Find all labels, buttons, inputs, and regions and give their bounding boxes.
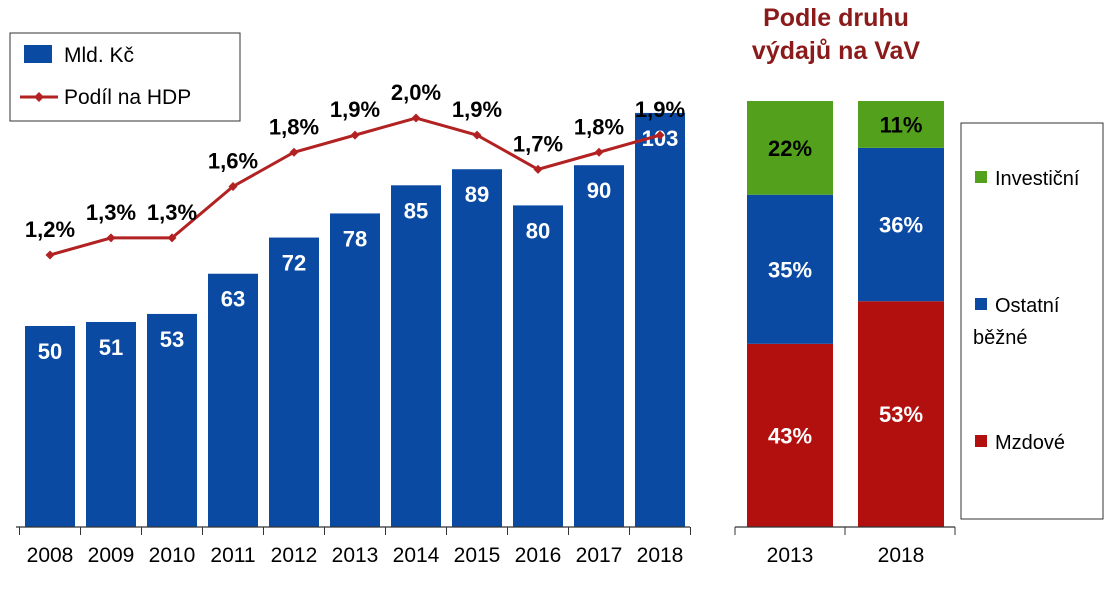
x-tick-label-2016: 2016 [515, 544, 562, 567]
bar-label-2010: 53 [160, 327, 184, 352]
share-point-2009 [106, 233, 116, 243]
share-point-2015 [472, 130, 482, 140]
share-label-2018: 1,9% [635, 97, 685, 122]
segment-label-2018-1: 36% [879, 213, 923, 238]
bar-2008 [25, 326, 75, 527]
legend-frame [9, 32, 241, 122]
bar-label-2013: 78 [343, 226, 367, 251]
legend-swatch-mzdove [975, 435, 987, 447]
bars: 50515363727885898090103 [25, 112, 685, 528]
share-label-2017: 1,8% [574, 114, 624, 139]
legend-label-ostatni-line-2: běžné [973, 327, 1028, 349]
share-point-2016 [533, 164, 543, 174]
share-point-2012 [289, 147, 299, 157]
bar-2017 [574, 165, 624, 527]
x-tick-label-2012: 2012 [271, 544, 318, 567]
segment-label-2013-2: 22% [768, 136, 812, 161]
left-chart: 50515363727885898090103 1,2%1,3%1,3%1,6%… [9, 32, 691, 567]
legend-label-bars: Mld. Kč [64, 44, 134, 67]
bar-label-2014: 85 [404, 198, 428, 223]
legend-marker [34, 92, 44, 102]
share-label-2015: 1,9% [452, 97, 502, 122]
bar-2011 [208, 273, 258, 527]
x-tick-label-2018: 2018 [637, 544, 684, 567]
legend-swatch-bars [24, 45, 52, 63]
bar-2016 [513, 205, 563, 527]
segment-2013-0 [747, 343, 833, 527]
x-axis: 2008 2009 2010 2011 2012 2013 2014 2015 2016 2017… [16, 526, 691, 567]
legend-label-investicni: Investiční [995, 168, 1080, 190]
bar-label-2015: 89 [465, 182, 489, 207]
segment-label-2018-2: 11% [880, 112, 923, 137]
bar-label-2016: 80 [526, 218, 550, 243]
share-point-2011 [228, 182, 238, 191]
share-point-2017 [594, 147, 604, 157]
x-tick-label-2011: 2011 [210, 544, 255, 567]
bar-label-2009: 51 [99, 335, 123, 360]
x-tick-label-2013: 2013 [332, 544, 379, 567]
legend: Mld. Kč Podíl na HDP [9, 32, 241, 122]
segment-2018-1 [858, 147, 944, 302]
bar-label-2008: 50 [38, 339, 62, 364]
share-label-2009: 1,3% [86, 200, 136, 225]
bar-2014 [391, 185, 441, 528]
legend-label-mzdove: Mzdové [995, 432, 1065, 454]
x-tick-label-2015: 2015 [454, 544, 501, 567]
share-point-2014 [411, 113, 421, 123]
x-tick-label-2010: 2010 [149, 544, 196, 567]
x-tick-label-2014: 2014 [393, 544, 440, 567]
segment-2013-1 [747, 194, 833, 344]
share-point-2018 [655, 130, 665, 140]
share-label-2012: 1,8% [269, 114, 319, 139]
bar-2009 [86, 321, 136, 527]
share-label-2013: 1,9% [330, 97, 380, 122]
right-legend: Investiční Ostatní běžné Mzdové [960, 122, 1104, 520]
segment-2013-2 [747, 101, 833, 195]
stacked-bars: 43% 35% 22% 53% 36% 11% [747, 101, 944, 527]
bar-2018 [635, 112, 685, 527]
bar-label-2011: 63 [221, 287, 245, 312]
legend-label-line: Podíl na HDP [64, 86, 191, 109]
share-label-2014: 2,0% [391, 80, 441, 105]
share-point-2013 [350, 130, 360, 140]
bar-2013 [330, 213, 380, 527]
right-x-axis: 2013 2018 [734, 526, 956, 567]
right-x-tick-label-2013: 2013 [767, 544, 814, 567]
legend-label-ostatni-line-1: Ostatní [995, 295, 1060, 317]
bar-label-2017: 90 [587, 178, 611, 203]
x-tick-label-2009: 2009 [88, 544, 135, 567]
right-title-line-2: výdajů na VaV [752, 37, 920, 65]
segment-2018-0 [858, 301, 944, 527]
right-title-line-1: Podle druhu [763, 4, 909, 32]
right-chart: Podle druhu výdajů na VaV 43% 35% 22% 53% 36… [734, 4, 1104, 567]
bar-2010 [147, 313, 197, 527]
x-tick-label-2017: 2017 [576, 544, 623, 567]
share-label-2011: 1,6% [208, 149, 258, 174]
bar-2015 [452, 169, 502, 527]
right-legend-frame [960, 122, 1104, 520]
share-label-2010: 1,3% [147, 200, 197, 225]
bar-label-2012: 72 [282, 251, 306, 276]
share-label-2016: 1,7% [513, 131, 563, 156]
right-x-tick-label-2018: 2018 [878, 544, 925, 567]
share-point-2010 [167, 233, 177, 243]
legend-swatch-investicni [975, 171, 987, 183]
segment-label-2013-1: 35% [768, 257, 812, 282]
x-tick-label-2008: 2008 [27, 544, 74, 567]
share-line: 1,2% 1,3% 1,3% 1,6% 1,8% 1,9% 2,0% 1,9% 1,7% 1,8%… [25, 80, 685, 260]
share-point-2008 [45, 250, 55, 260]
segment-2018-2 [858, 101, 944, 148]
share-label-2008: 1,2% [25, 217, 75, 242]
segment-label-2013-0: 43% [768, 423, 812, 448]
legend-swatch-ostatni [975, 298, 987, 310]
bar-2012 [269, 237, 319, 527]
segment-label-2018-0: 53% [879, 402, 923, 427]
